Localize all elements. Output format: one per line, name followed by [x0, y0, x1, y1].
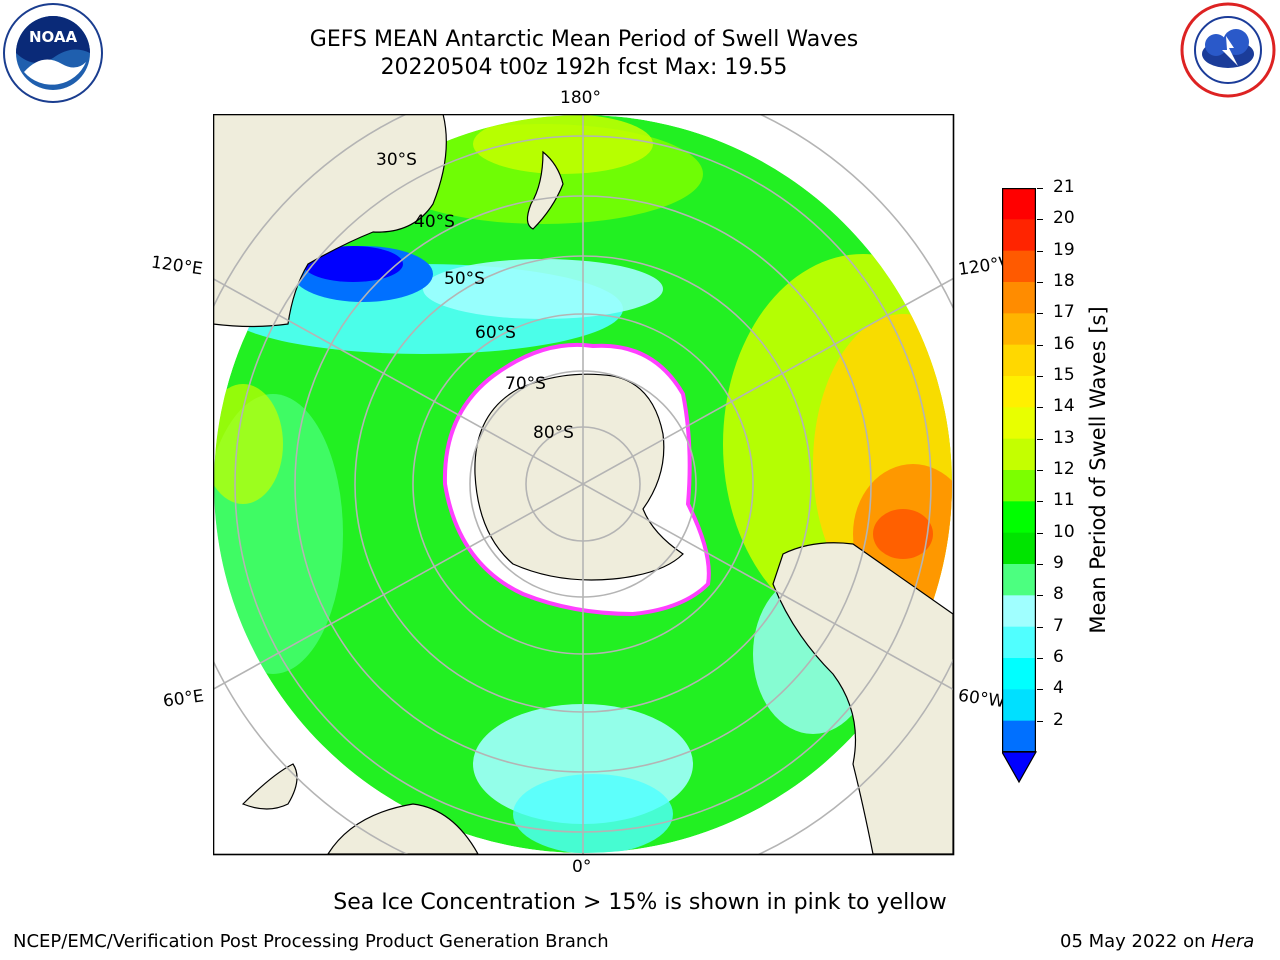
colorbar-tick-label: 18 — [1053, 271, 1075, 291]
colorbar-cell — [1002, 188, 1036, 220]
colorbar-tick-label: 11 — [1053, 490, 1075, 511]
colorbar-tick-label: 14 — [1053, 396, 1075, 417]
colorbar-cell — [1002, 532, 1036, 565]
colorbar-tick-mark — [1037, 250, 1043, 252]
colorbar-cell — [1002, 376, 1036, 408]
lon-label-0: 0° — [572, 857, 592, 877]
australia-land — [213, 114, 447, 328]
antarctica-land — [474, 373, 684, 581]
colorbar-cell — [1002, 250, 1036, 283]
colorbar-tick-mark — [1037, 470, 1043, 471]
svg-text:NOAA: NOAA — [29, 28, 78, 46]
colorbar-tick-label: 13 — [1053, 427, 1075, 448]
colorbar-tick-label: 21 — [1053, 177, 1075, 197]
lon-label-60w: 60°W — [956, 685, 1007, 713]
colorbar-tick-label: 2 — [1053, 709, 1064, 730]
map-title: GEFS MEAN Antarctic Mean Period of Swell… — [309, 27, 859, 52]
lon-label-60e: 60°E — [161, 686, 206, 712]
colorbar-tick-mark — [1037, 219, 1043, 221]
colorbar-tick-mark — [1037, 313, 1043, 315]
ice-edge-line — [442, 342, 711, 617]
africa-land — [327, 803, 479, 854]
colorbar-extend-arrow — [1000, 751, 1038, 784]
colorbar-tick-mark — [1037, 376, 1043, 377]
colorbar-tick-label: 10 — [1053, 521, 1075, 542]
lat-label-40s: 40°S — [414, 212, 455, 232]
graticule — [213, 114, 953, 854]
sea-ice-note: Sea Ice Concentration > 15% is shown in … — [333, 890, 947, 915]
colorbar-tick-label: 19 — [1053, 239, 1075, 260]
colorbar-cell — [1002, 689, 1036, 722]
lat-label-50s: 50°S — [444, 269, 485, 289]
footer-host: Hera — [1211, 931, 1255, 952]
colorbar-tick-label: 9 — [1053, 553, 1064, 573]
colorbar-cell — [1002, 313, 1036, 346]
colorbar-cell — [1002, 470, 1036, 502]
footer-date: 05 May 2022 on Hera — [1060, 931, 1254, 952]
colorbar-tick-mark — [1037, 407, 1043, 409]
colorbar-tick-mark — [1037, 344, 1043, 346]
colorbar-tick-mark — [1037, 720, 1043, 722]
colorbar-cell — [1002, 626, 1036, 659]
colorbar-cell — [1002, 720, 1036, 753]
lat-label-60s: 60°S — [475, 323, 516, 343]
colorbar — [1000, 188, 1038, 788]
colorbar-tick-label: 4 — [1053, 678, 1064, 699]
colorbar-tick-mark — [1037, 501, 1043, 503]
colorbar-cell — [1002, 344, 1036, 377]
colorbar-tick-label: 7 — [1053, 615, 1064, 636]
colorbar-tick-mark — [1037, 689, 1043, 691]
nws-logo — [1176, 0, 1280, 104]
footer-left: NCEP/EMC/Verification Post Processing Pr… — [13, 931, 609, 952]
colorbar-tick-label: 17 — [1053, 302, 1075, 323]
lon-label-180: 180° — [560, 88, 601, 108]
colorbar-label: Mean Period of Swell Waves [s] — [1086, 306, 1110, 634]
noaa-logo: NOAA — [2, 2, 104, 108]
colorbar-cell — [1002, 407, 1036, 440]
colorbar-tick-mark — [1037, 188, 1043, 189]
colorbar-tick-label: 6 — [1053, 647, 1064, 667]
polar-map — [212, 113, 955, 860]
south-america-land — [772, 542, 953, 854]
colorbar-tick-label: 8 — [1053, 584, 1064, 605]
colorbar-tick-mark — [1037, 626, 1043, 628]
colorbar-cell — [1002, 501, 1036, 534]
madagascar-land — [241, 763, 298, 810]
colorbar-tick-mark — [1037, 595, 1043, 597]
map-frame — [212, 113, 955, 856]
colorbar-cell — [1002, 282, 1036, 314]
colorbar-tick-label: 15 — [1053, 365, 1075, 385]
footer-date-text: 05 May 2022 on — [1060, 931, 1212, 952]
colorbar-tick-mark — [1037, 658, 1043, 659]
colorbar-cell — [1002, 438, 1036, 471]
new-zealand-land — [526, 150, 564, 230]
lat-label-80s: 80°S — [533, 423, 574, 443]
lat-label-30s: 30°S — [376, 150, 417, 170]
colorbar-tick-label: 20 — [1053, 208, 1075, 229]
map-subtitle: 20220504 t00z 192h fcst Max: 19.55 — [380, 55, 788, 80]
lon-label-120e: 120°E — [149, 252, 204, 280]
colorbar-tick-label: 12 — [1053, 459, 1075, 479]
colorbar-tick-mark — [1037, 564, 1043, 565]
colorbar-cell — [1002, 658, 1036, 690]
colorbar-cell — [1002, 564, 1036, 596]
colorbar-cell — [1002, 595, 1036, 628]
colorbar-tick-mark — [1037, 532, 1043, 534]
lat-label-70s: 70°S — [505, 374, 546, 394]
colorbar-tick-mark — [1037, 438, 1043, 440]
colorbar-tick-mark — [1037, 282, 1043, 283]
colorbar-tick-label: 16 — [1053, 333, 1075, 354]
colorbar-cell — [1002, 219, 1036, 252]
